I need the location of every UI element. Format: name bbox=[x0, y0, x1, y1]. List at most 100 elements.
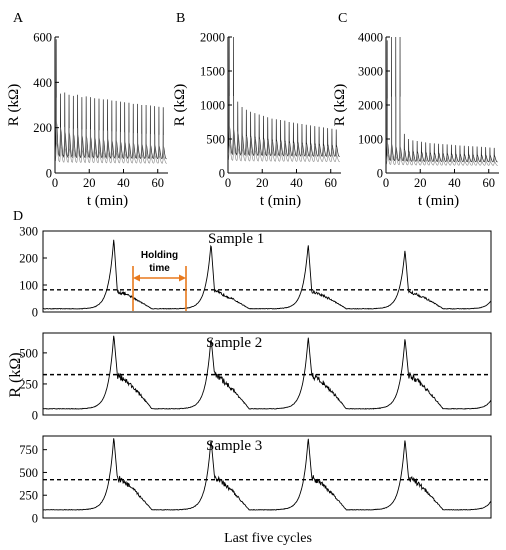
panel-b-cycle-13-secondary bbox=[279, 141, 285, 162]
panel-a-cycle-8-secondary bbox=[85, 128, 90, 164]
panel-c-cycle-15-secondary bbox=[446, 155, 451, 166]
panel-b-x-tick-label: 60 bbox=[324, 176, 337, 190]
panel-b-y-tick-label: 1000 bbox=[200, 99, 225, 113]
panel-c-y-tick-label: 3000 bbox=[358, 65, 383, 79]
panel-c-traces bbox=[385, 36, 498, 166]
panel-c-letter: C bbox=[338, 11, 347, 26]
holding-time-label-line2: time bbox=[149, 263, 170, 274]
panel-a-cycle-3 bbox=[63, 92, 69, 158]
panel-b-cycle-4-secondary bbox=[241, 134, 246, 162]
panel-c-y-axis-label: R (kΩ) bbox=[332, 84, 348, 126]
panel-b-cycle-20-secondary bbox=[309, 144, 315, 162]
panel-c-cycle-14 bbox=[441, 144, 447, 163]
panel-d-y-axis-label: R (kΩ) bbox=[7, 352, 24, 397]
panel-a-cycle-2-secondary bbox=[59, 127, 65, 163]
panel-c-y-tick-label: 2000 bbox=[358, 99, 383, 113]
panel-b-cycle-1-secondary bbox=[228, 95, 234, 161]
panel-a-cycle-12 bbox=[101, 99, 107, 159]
panel-b-cycle-16 bbox=[292, 122, 298, 157]
panel-c-cycle-3-secondary bbox=[394, 96, 400, 166]
panel-b-y-tick-label: 500 bbox=[206, 133, 225, 147]
holding-time-arrowhead-left bbox=[133, 274, 140, 282]
panel-a-cycle-15 bbox=[114, 100, 120, 159]
panel-b-cycle-7 bbox=[253, 113, 259, 157]
panel-a-cycle-14-secondary bbox=[110, 131, 116, 164]
panel-c-cycle-20 bbox=[467, 146, 473, 163]
panel-c-cycle-12 bbox=[432, 143, 438, 163]
panel-c-cycle-8-secondary bbox=[416, 153, 421, 166]
panel-b-cycle-24-secondary bbox=[326, 146, 332, 163]
panel-a-cycle-16-secondary bbox=[119, 131, 125, 164]
trace-layer bbox=[42, 36, 498, 511]
panel-c-cycle-5-secondary bbox=[403, 149, 409, 166]
panel-c-cycle-23-secondary bbox=[480, 157, 486, 166]
panel-c-cycle-6-secondary bbox=[407, 152, 413, 166]
panel-a-cycle-24-secondary bbox=[153, 134, 159, 164]
panel-a-cycle-15-secondary bbox=[115, 131, 120, 164]
panel-b-cycle-17-secondary bbox=[296, 143, 302, 162]
panel-a-cycle-7 bbox=[80, 97, 86, 159]
sample-2-y-tick-label: 250 bbox=[19, 377, 38, 391]
panel-b-cycle-3-secondary bbox=[236, 131, 242, 162]
panel-a-y-tick-label: 600 bbox=[33, 31, 52, 45]
panel-a-cycle-10 bbox=[93, 98, 99, 159]
panel-b-cycle-10-secondary bbox=[266, 140, 272, 162]
sample-2-y-tick-label: 0 bbox=[32, 409, 38, 423]
panel-c-cycle-17 bbox=[454, 145, 460, 163]
panel-a-cycle-17-secondary bbox=[123, 132, 129, 164]
panel-a-cycle-26-secondary bbox=[162, 134, 167, 164]
panel-b-cycle-8-secondary bbox=[258, 138, 263, 162]
panel-a-cycle-25-secondary bbox=[157, 134, 163, 164]
panel-c-cycle-4-secondary bbox=[399, 96, 404, 166]
panel-b-cycle-26 bbox=[334, 129, 340, 157]
panel-a-cycle-20-secondary bbox=[136, 133, 142, 164]
panel-a-cycle-5 bbox=[72, 95, 77, 158]
panel-b-cycle-8 bbox=[257, 114, 263, 157]
panel-c-cycle-14-secondary bbox=[441, 155, 447, 166]
panel-b-cycle-7-secondary bbox=[253, 137, 259, 162]
panel-b-cycle-12 bbox=[274, 119, 280, 157]
panel-c-cycle-12-secondary bbox=[433, 155, 438, 166]
panel-a-cycle-3-secondary bbox=[63, 126, 69, 163]
panel-a-cycle-14 bbox=[110, 100, 116, 159]
panel-b-x-tick-label: 0 bbox=[225, 176, 231, 190]
panel-c-cycle-21 bbox=[471, 146, 477, 163]
panel-b-cycle-15-secondary bbox=[288, 142, 293, 162]
panel-a-cycle-12-secondary bbox=[102, 130, 108, 164]
panel-c-cycle-10-secondary bbox=[424, 154, 430, 166]
panel-c-cycle-9-secondary bbox=[420, 154, 426, 166]
panel-a-x-tick-label: 40 bbox=[117, 176, 130, 190]
panel-c-cycle-22 bbox=[475, 146, 481, 163]
panel-c-cycle-11-secondary bbox=[429, 154, 434, 166]
panel-c-y-tick-label: 1000 bbox=[358, 133, 383, 147]
panel-a-x-tick-label: 0 bbox=[52, 176, 58, 190]
panel-b-cycle-9 bbox=[262, 115, 268, 157]
panel-b-cycle-19 bbox=[304, 124, 310, 157]
sample-3-title: Sample 3 bbox=[206, 438, 262, 454]
panel-b-cycle-20 bbox=[309, 125, 315, 157]
sample-3-y-tick-label: 750 bbox=[19, 443, 38, 457]
panel-a-cycle-17 bbox=[123, 102, 129, 159]
panel-b-cycle-21-secondary bbox=[313, 144, 319, 162]
panel-b-y-axis-label: R (kΩ) bbox=[172, 84, 188, 126]
panel-c-cycle-24 bbox=[484, 147, 490, 163]
panel-b-cycle-1 bbox=[227, 36, 233, 155]
panel-c-cycle-26-secondary bbox=[493, 157, 498, 166]
panel-a-x-tick-label: 60 bbox=[151, 176, 164, 190]
panel-b-cycle-3 bbox=[236, 101, 242, 156]
panel-a-cycle-7-secondary bbox=[80, 129, 86, 164]
sample-2-title: Sample 2 bbox=[206, 335, 262, 351]
panel-c-cycle-18-secondary bbox=[458, 156, 464, 166]
panel-b-cycle-6 bbox=[249, 111, 255, 156]
panel-b-cycle-13 bbox=[279, 119, 285, 157]
panel-c-cycle-9 bbox=[420, 141, 426, 162]
panel-c-cycle-13-secondary bbox=[437, 155, 443, 166]
sample-1-y-tick-label: 300 bbox=[19, 225, 38, 239]
panel-a-cycle-25 bbox=[157, 106, 163, 160]
panel-b-cycle-15 bbox=[287, 121, 293, 157]
panel-c-cycle-1-secondary bbox=[386, 98, 391, 165]
panel-a-cycle-23-secondary bbox=[149, 133, 155, 164]
panel-a-cycle-11 bbox=[97, 98, 103, 159]
panel-c-cycle-5 bbox=[403, 133, 408, 162]
